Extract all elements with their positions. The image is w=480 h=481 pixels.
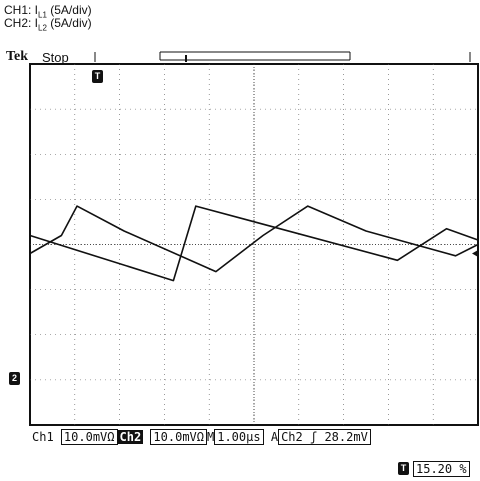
waveform-traces (29, 205, 479, 282)
trigger-position-value: 15.20 % (413, 461, 470, 477)
ch2-label: Ch2 (117, 430, 144, 444)
ch2-legend-scale: (5A/div) (46, 16, 92, 30)
ch1-legend-scale: (5A/div) (46, 3, 92, 17)
ch2-ground-marker-icon: 2 (9, 372, 20, 385)
timebase-label: M (207, 430, 215, 444)
trigger-level: 28.2mV (324, 430, 368, 444)
status-bar: Ch1 10.0mVΩ Ch2 10.0mVΩ M 1.00µs A Ch2 ʃ 28.… (32, 429, 371, 445)
ch2-scale-value: 10.0mVΩ (150, 429, 207, 445)
trigger-slope-icon: ʃ (309, 430, 318, 444)
ch1-legend: CH1: IL1 (5A/div) (4, 4, 92, 21)
acquisition-state: Stop (42, 50, 69, 65)
trigger-position-text: 15.20 % (413, 461, 470, 477)
timebase-value: 1.00µs (214, 429, 264, 445)
ch1-label: Ch1 (32, 430, 54, 444)
trigger-readout: Ch2 ʃ 28.2mV (278, 429, 371, 445)
brand-label: Tek (6, 49, 29, 64)
ch1-scale-value: 10.0mVΩ (60, 429, 118, 445)
record-window-bar (94, 51, 471, 62)
trace-ch1 (29, 205, 479, 282)
ch2-legend-sub: L2 (38, 23, 47, 33)
trace-ch2 (29, 205, 479, 273)
ch2-legend: CH2: IL2 (5A/div) (4, 17, 92, 34)
ch1-legend-prefix: CH1: I (4, 3, 39, 17)
ch2-legend-prefix: CH2: I (4, 16, 39, 30)
trigger-marker-icon: T (92, 70, 103, 83)
graticule-grid (30, 64, 478, 425)
trigger-source: Ch2 (281, 430, 303, 444)
trigger-position-icon: T (398, 462, 409, 475)
ch1-legend-sub: L1 (38, 10, 47, 20)
acquisition-label: A (270, 430, 279, 444)
trigger-level-arrow-icon (472, 249, 479, 258)
